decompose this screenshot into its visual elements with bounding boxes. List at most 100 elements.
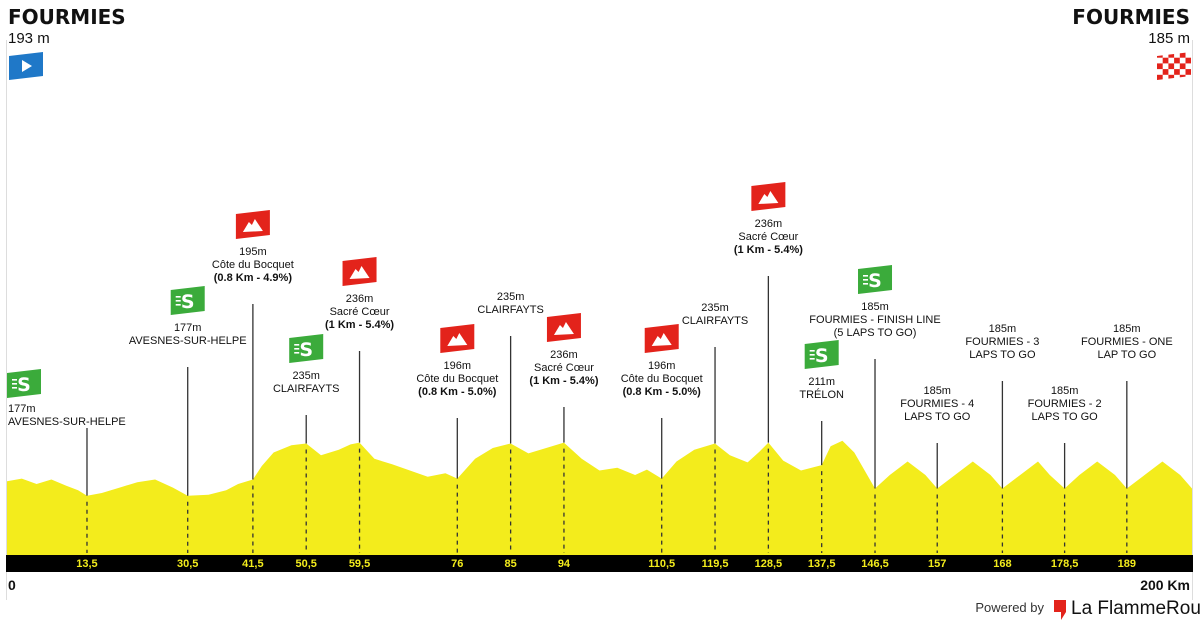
svg-text:S: S <box>181 291 195 313</box>
sprint-icon: S <box>170 286 205 315</box>
svg-text:S: S <box>868 270 882 292</box>
waypoint-altitude: 195m <box>239 246 267 258</box>
waypoint-name: FOURMIES - 3 <box>965 336 1039 348</box>
svg-text:S: S <box>17 374 31 396</box>
km-label: 85 <box>505 558 517 570</box>
km-label: 76 <box>451 558 463 570</box>
waypoint-name: CLAIRFAYTS <box>273 383 339 395</box>
finish-altitude: 185 m <box>1148 30 1190 47</box>
waypoint-detail: (0.8 Km - 5.0%) <box>623 386 702 398</box>
km-label: 30,5 <box>177 558 198 570</box>
waypoint-altitude: 236m <box>346 293 374 305</box>
svg-text:S: S <box>299 339 313 361</box>
waypoint-altitude: 185m <box>923 385 951 397</box>
waypoint-name: FOURMIES - FINISH LINE <box>809 314 940 326</box>
checker-square <box>1157 63 1163 70</box>
waypoint-name: Sacré Cœur <box>330 306 390 318</box>
waypoint-name: AVESNES-SUR-HELPE <box>129 335 247 347</box>
start-altitude: 193 m <box>8 30 50 47</box>
checker-square <box>1179 63 1186 70</box>
km-label: 168 <box>993 558 1011 570</box>
checker-square <box>1179 52 1186 58</box>
km-label: 119,5 <box>702 558 729 570</box>
waypoint-name: Côte du Bocquet <box>621 373 703 385</box>
waypoint-name: FOURMIES - ONE <box>1081 336 1173 348</box>
km-label: 178,5 <box>1051 558 1079 570</box>
checker-square <box>1157 74 1163 80</box>
powered-by-text: Powered by <box>975 600 1044 615</box>
mountain-icon <box>235 210 270 239</box>
waypoint-detail: LAPS TO GO <box>969 349 1036 361</box>
waypoint-altitude: 185m <box>1113 323 1141 335</box>
elevation-profile <box>7 440 1192 555</box>
km-label: 137,5 <box>808 558 836 570</box>
waypoint-name: Côte du Bocquet <box>416 373 498 385</box>
waypoint-altitude: 211m <box>808 376 835 388</box>
brand-text: La FlammeRouge <box>1071 598 1200 619</box>
waypoint-name: AVESNES-SUR-HELPE <box>8 416 126 428</box>
axis-end-label: 200 Km <box>1140 577 1190 593</box>
waypoint-altitude: 236m <box>755 218 783 230</box>
km-label: 59,5 <box>349 558 370 570</box>
km-label: 50,5 <box>296 558 317 570</box>
waypoint-altitude: 236m <box>550 349 578 361</box>
mountain-icon <box>751 182 786 211</box>
sprint-icon: S <box>858 265 893 294</box>
km-label: 13,5 <box>76 558 97 570</box>
waypoint-detail: (1 Km - 5.4%) <box>325 319 394 331</box>
waypoint-altitude: 235m <box>701 302 729 314</box>
axis-start-label: 0 <box>8 577 16 593</box>
checker-square <box>1174 57 1180 64</box>
checker-square <box>1168 63 1175 70</box>
waypoint-name: Sacré Cœur <box>534 362 594 374</box>
waypoint-altitude: 185m <box>989 323 1017 335</box>
waypoint-name: CLAIRFAYTS <box>477 304 543 316</box>
waypoint-altitude: 185m <box>1051 385 1079 397</box>
checker-square <box>1185 69 1191 75</box>
sprint-icon: S <box>804 340 839 369</box>
km-label: 157 <box>928 558 946 570</box>
waypoint-name: CLAIRFAYTS <box>682 315 748 327</box>
km-labels: 13,5 30,5 41,5 50,5 59,5 76 85 94 110,5 119,5 128,… <box>76 558 1136 570</box>
waypoints: 177mAVESNES-SUR-HELPES177mAVESNES-SUR-HE… <box>7 182 1173 553</box>
waypoint-detail: (5 LAPS TO GO) <box>834 327 917 339</box>
checker-square <box>1179 74 1186 80</box>
km-label: 146,5 <box>861 558 889 570</box>
sprint-icon: S <box>289 334 324 363</box>
km-label: 128,5 <box>755 558 783 570</box>
waypoint-detail: (1 Km - 5.4%) <box>529 375 598 387</box>
start-name: FOURMIES <box>8 5 126 29</box>
checker-square <box>1162 57 1169 64</box>
waypoint-name: TRÉLON <box>799 388 844 401</box>
waypoint-detail: (1 Km - 5.4%) <box>734 244 803 256</box>
waypoint-detail: (0.8 Km - 4.9%) <box>214 272 293 284</box>
waypoint-altitude: 235m <box>292 370 320 382</box>
waypoint-name: FOURMIES - 2 <box>1028 398 1102 410</box>
flame-rouge-logo-icon <box>1054 600 1066 620</box>
checker-square <box>1157 52 1163 58</box>
finish-name: FOURMIES <box>1072 5 1190 29</box>
distance-axis-bar <box>6 555 1193 572</box>
km-label: 110,5 <box>648 558 675 570</box>
mountain-icon <box>644 324 679 353</box>
waypoint-altitude: 185m <box>861 301 889 313</box>
km-label: 94 <box>558 558 571 570</box>
checker-square <box>1174 69 1180 75</box>
checker-square <box>1168 74 1175 80</box>
checker-square <box>1162 69 1169 75</box>
